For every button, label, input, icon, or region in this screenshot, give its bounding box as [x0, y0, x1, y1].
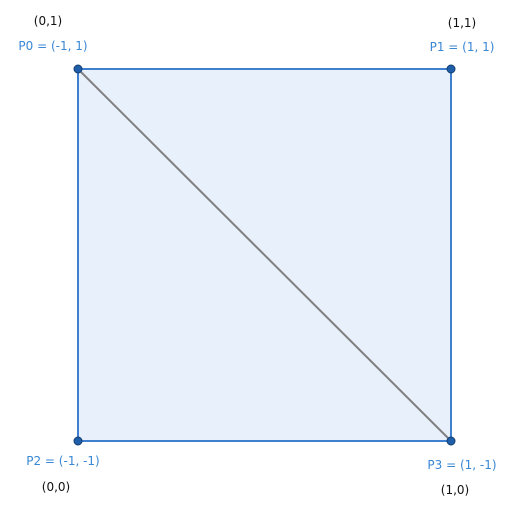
- diagonal-edge: [77, 68, 452, 442]
- vertex-p3: [446, 436, 456, 446]
- vertex-label-p1: P1 = (1, 1): [430, 40, 495, 54]
- vertex-p1: [446, 64, 456, 74]
- vertex-label-p3: P3 = (1, -1): [427, 458, 496, 472]
- uv-label-p0: (0,1): [34, 14, 62, 28]
- vertex-p2: [73, 436, 83, 446]
- vertex-label-p2: P2 = (-1, -1): [26, 454, 99, 468]
- uv-label-p3: (1,0): [441, 483, 469, 497]
- vertex-label-p0: P0 = (-1, 1): [18, 39, 87, 53]
- uv-label-p1: (1,1): [448, 16, 476, 30]
- vertex-p0: [73, 64, 83, 74]
- uv-label-p2: (0,0): [42, 480, 70, 494]
